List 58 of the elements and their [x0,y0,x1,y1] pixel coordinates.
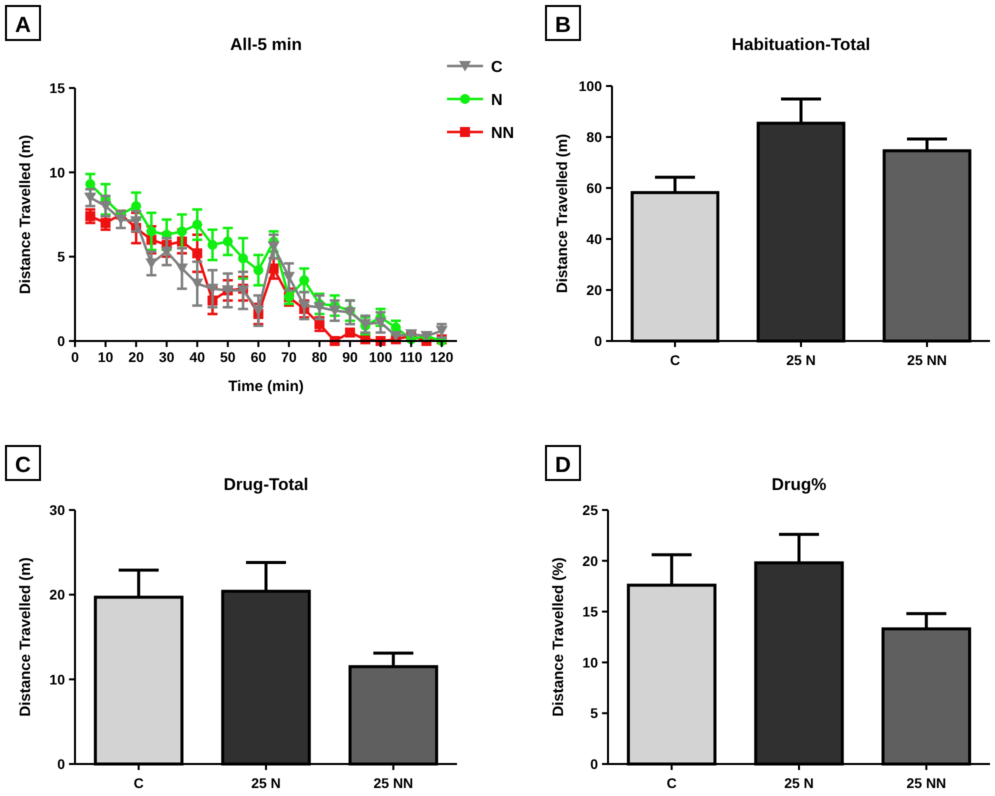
x-tick-label: 100 [368,349,392,365]
y-tick-label: 0 [590,756,598,772]
x-tick-label: C [670,352,680,368]
legend-label: NN [491,125,514,142]
y-tick-label: 10 [582,654,598,670]
y-tick-label: 20 [586,282,602,298]
chart-title: All-5 min [230,35,302,54]
y-axis-title: Distance Travelled (%) [550,557,567,717]
x-tick-label: 60 [250,349,266,365]
x-axis-title: Time (min) [228,378,304,395]
y-tick-label: 5 [590,705,598,722]
x-tick-label: 25 NN [373,775,414,791]
y-tick-label: 30 [49,502,66,518]
y-tick-label: 15 [582,604,598,620]
x-tick-label: 25 NN [906,775,946,791]
x-tick-label: 90 [342,349,358,365]
chart-title: Drug-Total [224,475,308,494]
y-tick-label: 40 [586,231,602,247]
y-tick-label: 15 [49,80,66,96]
y-tick-label: 0 [57,756,66,772]
y-tick-label: 100 [578,78,602,94]
y-tick-label: 80 [586,129,602,145]
y-axis-title: Distance Travelled (m) [554,134,571,294]
y-tick-label: 20 [582,552,598,569]
x-tick-label: 80 [312,349,328,365]
x-tick-label: 30 [158,349,175,365]
chart-title: Drug% [772,475,826,494]
y-tick-label: 20 [49,586,66,603]
text: D [555,452,571,477]
x-tick-label: 10 [98,349,114,365]
y-tick-label: 10 [49,671,66,688]
text: B [555,12,571,37]
y-tick-label: 60 [586,180,602,196]
x-tick-label: C [134,775,144,791]
y-tick-label: 25 [582,502,598,518]
x-tick-label: 20 [128,349,144,365]
x-tick-label: 25 N [784,775,814,791]
legend-label: C [491,59,503,76]
legend-label: N [491,92,503,109]
x-tick-label: 25 NN [907,352,947,368]
y-tick-label: 0 [57,333,66,349]
y-tick-label: 5 [57,248,66,265]
y-axis-title: Distance Travelled (m) [17,557,34,717]
text: C [15,452,32,477]
x-tick-label: 0 [71,349,80,365]
text: A [15,12,32,37]
x-tick-label: C [666,775,677,791]
y-axis-title: Distance Travelled (m) [17,134,34,294]
x-tick-label: 70 [281,349,297,365]
y-tick-label: 10 [49,164,66,180]
y-tick-label: 0 [594,333,602,349]
x-tick-label: 110 [400,349,423,365]
x-tick-label: 120 [430,349,454,365]
x-tick-label: 25 N [251,775,281,791]
chart-title: Habituation-Total [732,35,870,54]
x-tick-label: 40 [189,349,206,365]
x-tick-label: 50 [220,349,236,365]
x-tick-label: 25 N [786,352,816,368]
